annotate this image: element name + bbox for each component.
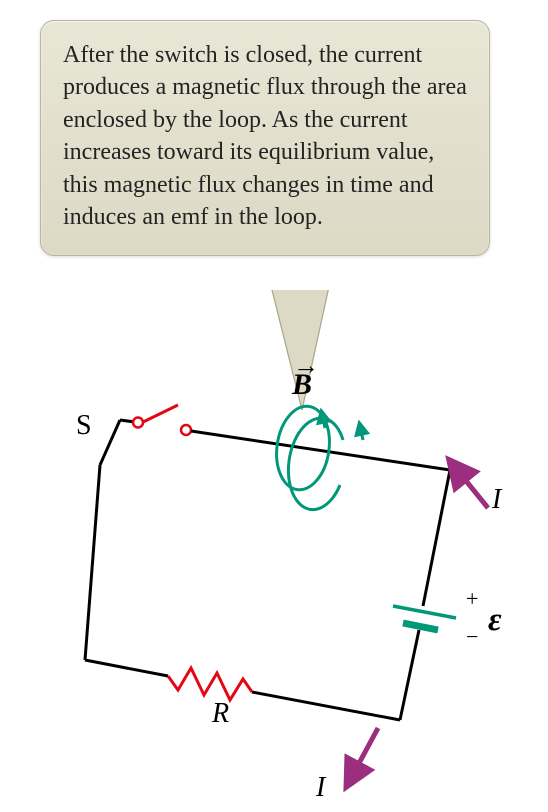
- wire-right-bottom: [400, 630, 419, 720]
- battery-plus: +: [466, 586, 478, 612]
- callout-box: After the switch is closed, the current …: [40, 20, 490, 256]
- switch-arm: [141, 405, 178, 423]
- wire-top: [191, 431, 450, 470]
- magnetic-field-label: → B: [292, 368, 312, 402]
- wire-right-top: [423, 470, 450, 606]
- battery-plate-minus: [403, 623, 438, 630]
- emf-label: ε: [488, 602, 502, 639]
- callout-text: After the switch is closed, the current …: [63, 39, 467, 233]
- switch-terminal-right: [181, 425, 191, 435]
- wire-bottom-right: [252, 692, 400, 720]
- wire-top-left-corner: [100, 420, 120, 465]
- current-label-top: I: [492, 484, 501, 516]
- current-arrow-top: [454, 466, 488, 508]
- switch-terminal-left: [133, 418, 143, 428]
- battery-minus: −: [466, 624, 478, 650]
- circuit-diagram: [0, 290, 548, 812]
- wire-left: [85, 465, 100, 660]
- switch-label: S: [76, 410, 92, 442]
- current-arrow-bottom: [350, 728, 378, 780]
- battery-plate-plus: [393, 606, 456, 618]
- resistor-zigzag: [168, 668, 252, 700]
- current-label-bottom: I: [316, 772, 325, 804]
- resistor-label: R: [212, 698, 229, 730]
- wire-bottom-left: [85, 660, 168, 676]
